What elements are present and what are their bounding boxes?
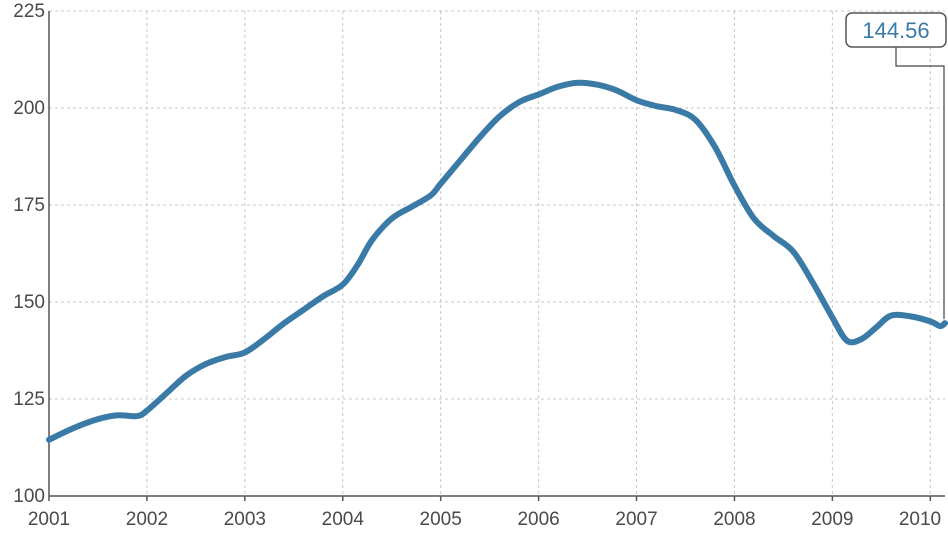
x-tick-label: 2003 [224,509,266,530]
x-tick-label: 2006 [517,509,559,530]
y-tick-label: 150 [13,292,45,313]
callout-box [845,12,947,48]
axes [48,11,945,501]
x-tick-label: 2002 [126,509,168,530]
tick-labels: 100 125 150 175 200 225 2001 2002 2003 2004 2005 20… [13,1,941,530]
value-callout: 144.56 [845,12,947,320]
x-tick-label: 2010 [899,509,941,530]
grid [49,10,945,496]
y-tick-label: 200 [13,98,45,119]
x-tick-label: 2008 [713,509,755,530]
x-tick-label: 2005 [420,509,462,530]
y-tick-label: 225 [13,1,45,22]
y-tick-label: 125 [13,389,45,410]
x-tick-label: 2004 [322,509,365,530]
series-line [46,79,948,443]
x-tick-label: 2009 [811,509,853,530]
callout-value-label: 144.56 [862,18,929,43]
series-layer [46,79,948,443]
y-tick-label: 100 [13,486,45,507]
callout-leader-line [895,47,945,320]
y-tick-label: 175 [13,195,45,216]
x-tick-label: 2001 [28,509,70,530]
x-tick-label: 2007 [615,509,657,530]
latest-value-callout: 144.56 [845,12,947,320]
